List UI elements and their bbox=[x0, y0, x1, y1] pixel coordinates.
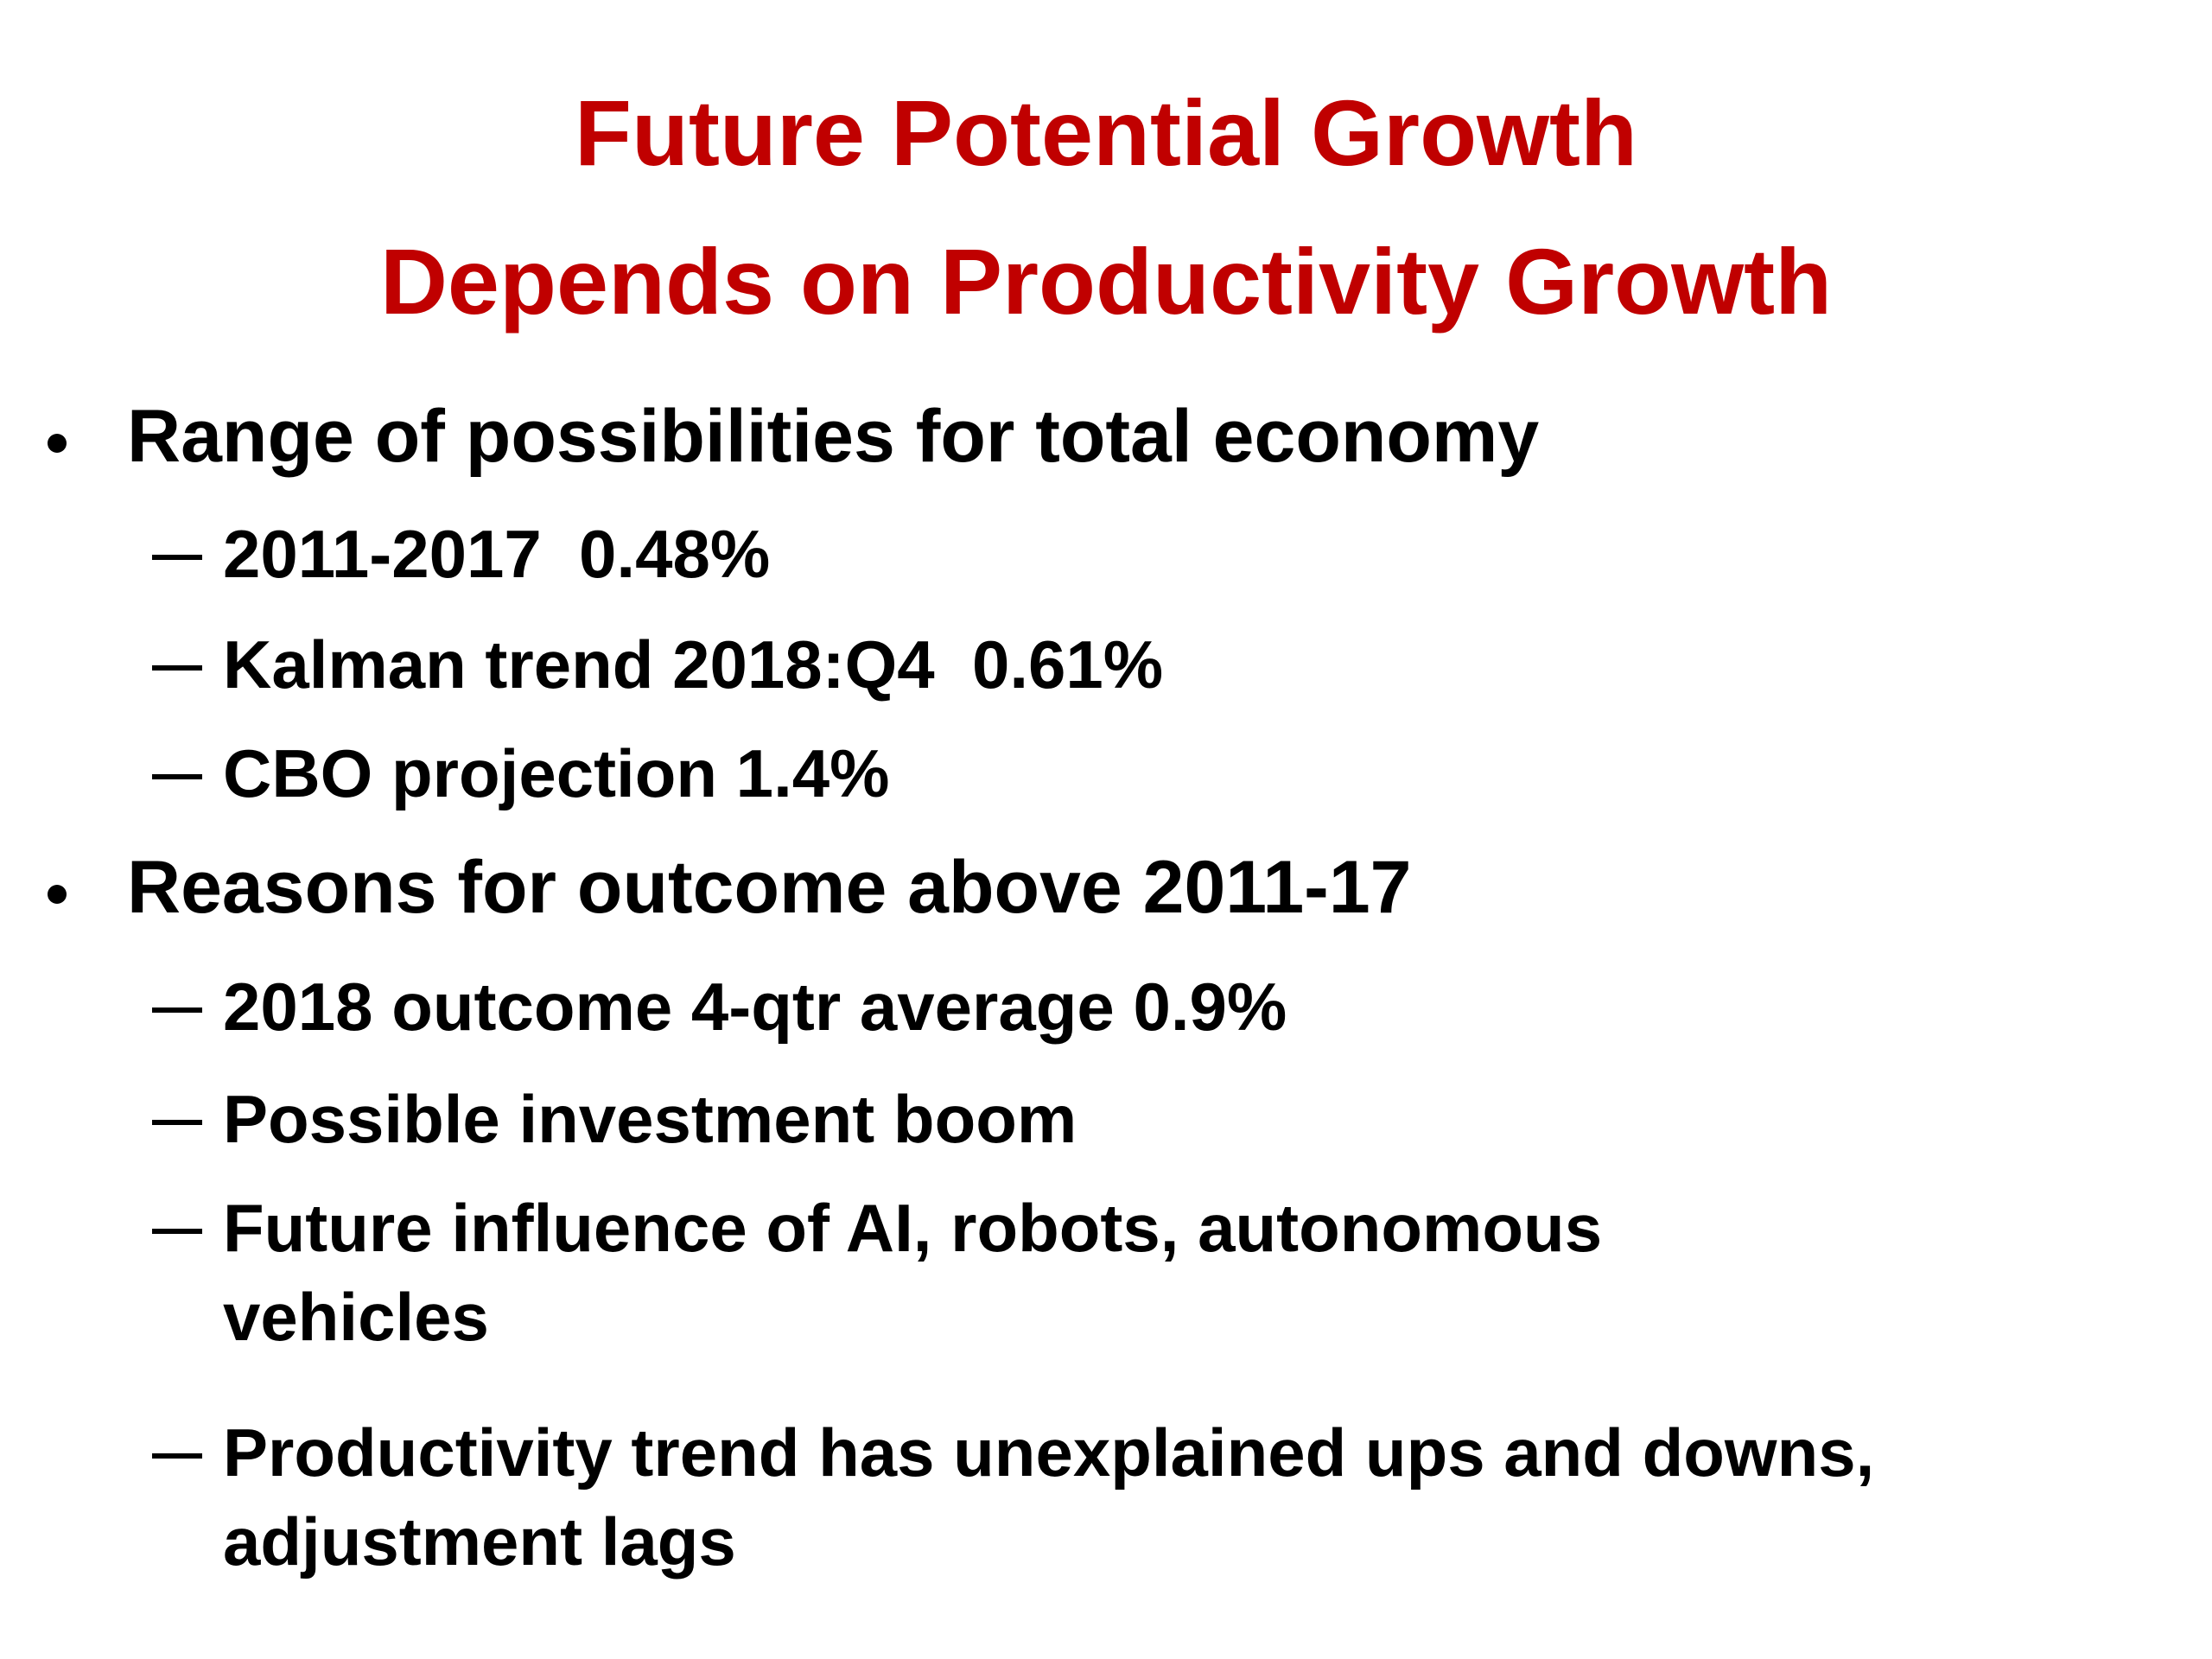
sub-item-text: CBO projection 1.4% bbox=[223, 735, 890, 811]
sub-item-text: Possible investment boom bbox=[223, 1081, 1077, 1157]
dash bbox=[152, 1229, 202, 1234]
sub-item-text: Productivity trend has unexplained ups a… bbox=[223, 1414, 1875, 1491]
sub-item-text: 2018 outcome 4-qtr average 0.9% bbox=[223, 969, 1287, 1045]
bullet-text: Range of possibilities for total economy bbox=[127, 395, 1540, 478]
sub-item-text: adjustment lags bbox=[223, 1503, 736, 1580]
bullet-text: Reasons for outcome above 2011-17 bbox=[127, 846, 1412, 929]
bullet bbox=[48, 434, 67, 453]
dash bbox=[152, 1120, 202, 1125]
sub-item-text: vehicles bbox=[223, 1279, 489, 1355]
dash bbox=[152, 1007, 202, 1013]
sub-item-text: Future influence of AI, robots, autonomo… bbox=[223, 1190, 1603, 1266]
title-line: Future Potential Growth bbox=[575, 80, 1637, 185]
dash bbox=[152, 774, 202, 779]
title-line: Depends on Productivity Growth bbox=[379, 229, 1833, 334]
bullet bbox=[48, 885, 67, 904]
dash bbox=[152, 1453, 202, 1459]
dash bbox=[152, 665, 202, 671]
sub-item-text: Kalman trend 2018:Q4 0.61% bbox=[223, 626, 1164, 702]
sub-item-text: 2011-2017 0.48% bbox=[223, 516, 771, 592]
dash bbox=[152, 555, 202, 560]
